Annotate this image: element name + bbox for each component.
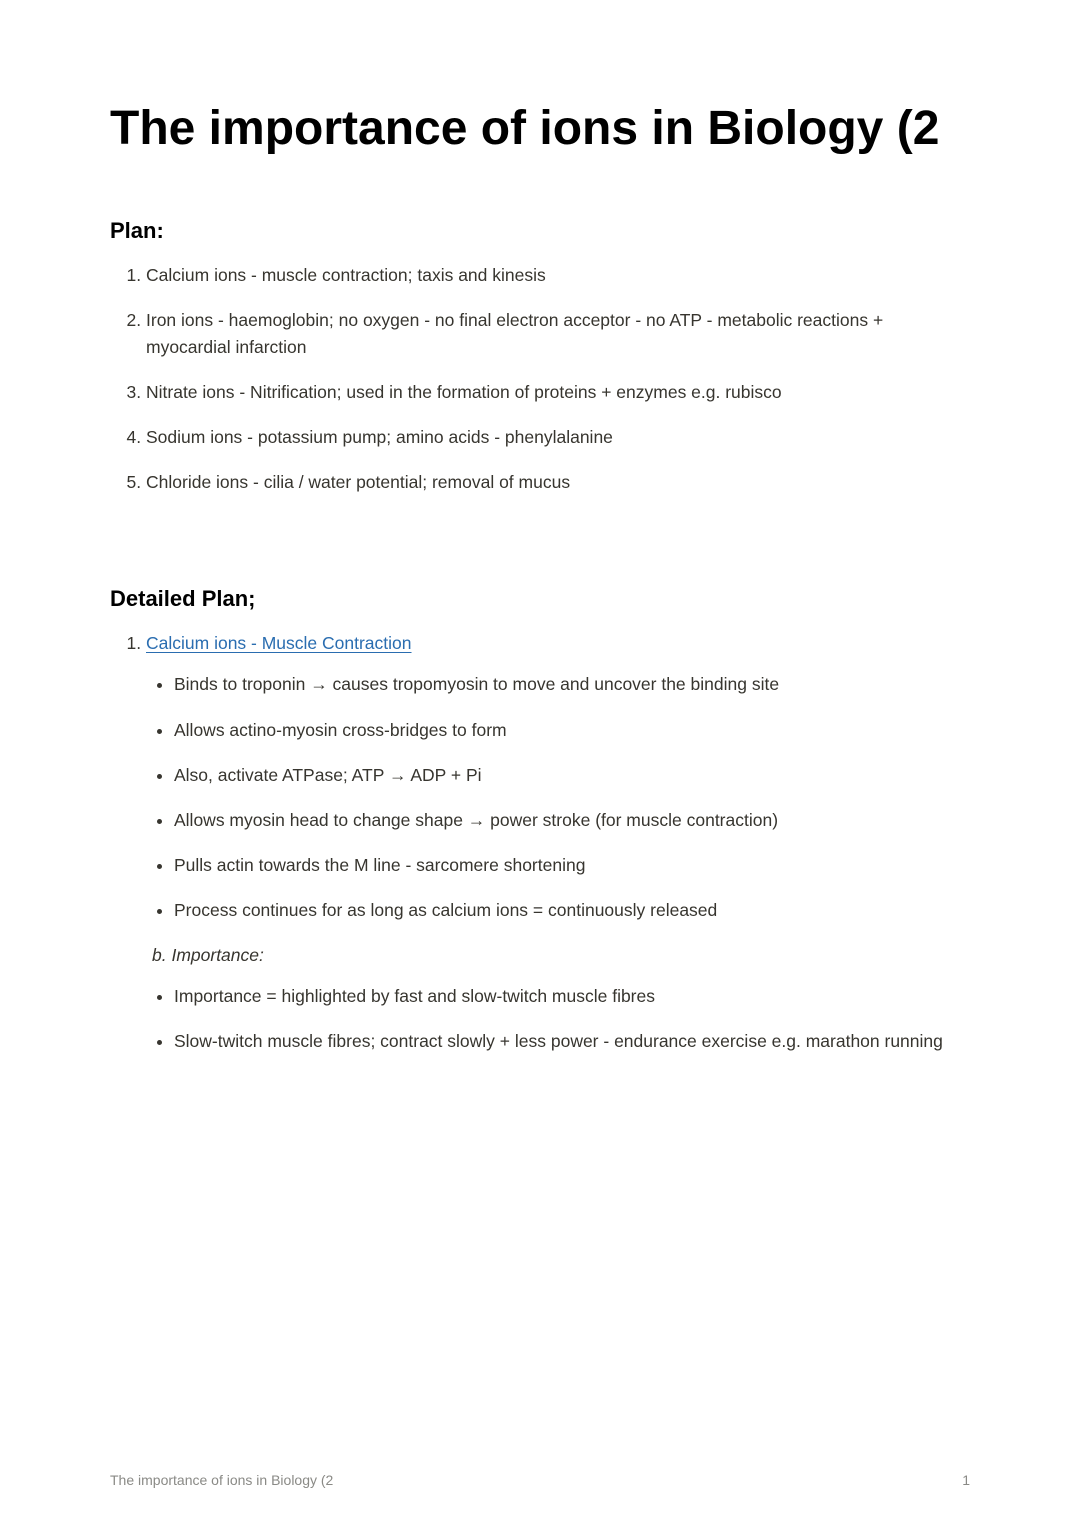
plan-item: Sodium ions - potassium pump; amino acid… [146, 424, 970, 451]
bullet-item: Allows actino-myosin cross-bridges to fo… [174, 717, 970, 744]
plan-item: Iron ions - haemoglobin; no oxygen - no … [146, 307, 970, 361]
bullet-item: Process continues for as long as calcium… [174, 897, 970, 924]
sub-bullets: Importance = highlighted by fast and slo… [146, 983, 970, 1055]
bullet-item: Binds to troponin → causes tropomyosin t… [174, 671, 970, 698]
plan-item: Calcium ions - muscle contraction; taxis… [146, 262, 970, 289]
footer-page-number: 1 [962, 1472, 970, 1488]
page-title: The importance of ions in Biology (2 [110, 100, 970, 158]
bullet-item: Also, activate ATPase; ATP → ADP + Pi [174, 762, 970, 789]
detailed-plan-heading: Detailed Plan; [110, 586, 970, 612]
sub-label: b. Importance: [152, 942, 970, 969]
plan-item: Chloride ions - cilia / water potential;… [146, 469, 970, 496]
section-bullets: Binds to troponin → causes tropomyosin t… [146, 671, 970, 924]
bullet-item: Slow-twitch muscle fibres; contract slow… [174, 1028, 970, 1055]
detailed-section: Calcium ions - Muscle Contraction Binds … [146, 630, 970, 1055]
footer-title: The importance of ions in Biology (2 [110, 1472, 333, 1488]
document-page: The importance of ions in Biology (2 Pla… [0, 0, 1080, 1528]
detailed-plan-list: Calcium ions - Muscle Contraction Binds … [110, 630, 970, 1055]
page-content: The importance of ions in Biology (2 Pla… [0, 0, 1080, 1056]
page-footer: The importance of ions in Biology (2 1 [110, 1472, 970, 1488]
bullet-item: Allows myosin head to change shape → pow… [174, 807, 970, 834]
section-title-link[interactable]: Calcium ions - Muscle Contraction [146, 633, 412, 653]
plan-heading: Plan: [110, 218, 970, 244]
bullet-item: Pulls actin towards the M line - sarcome… [174, 852, 970, 879]
plan-list: Calcium ions - muscle contraction; taxis… [110, 262, 970, 497]
bullet-item: Importance = highlighted by fast and slo… [174, 983, 970, 1010]
plan-item: Nitrate ions - Nitrification; used in th… [146, 379, 970, 406]
